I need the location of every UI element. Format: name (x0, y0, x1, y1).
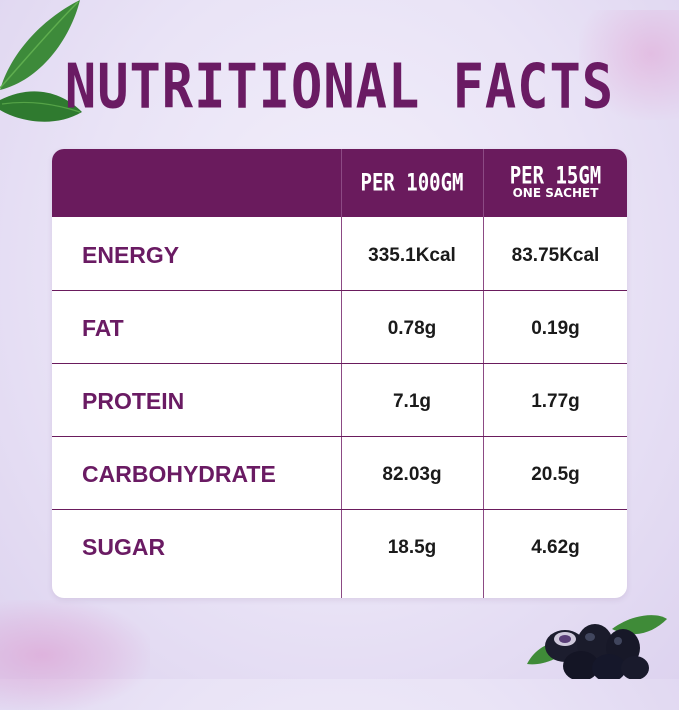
cell-fat-per-15gm: 0.19g (531, 317, 580, 339)
cell-carbohydrate-per-100gm: 82.03g (382, 463, 442, 485)
cell-protein-per-100gm: 7.1g (392, 390, 432, 412)
column-header-label: PER 100GM (360, 169, 464, 197)
row-label-fat: FAT (82, 315, 124, 341)
row-divider (52, 363, 627, 364)
cell-carbohydrate-per-15gm: 20.5g (531, 463, 580, 485)
cell-sugar-per-15gm: 4.62g (531, 536, 580, 558)
row-divider (52, 290, 627, 291)
page-title: NUTRITIONAL FACTS (64, 52, 615, 123)
table-header-row (52, 149, 627, 217)
pink-powder-splash-left (0, 600, 150, 710)
pink-powder-splash-right (579, 10, 679, 120)
jamun-berries-icon (527, 615, 667, 679)
column-header-per-15gm: PER 15GM ONE SACHET (484, 149, 627, 217)
column-divider (483, 149, 484, 598)
column-divider (341, 149, 342, 598)
column-header-sublabel: ONE SACHET (512, 186, 599, 200)
row-divider (52, 509, 627, 510)
cell-protein-per-15gm: 1.77g (531, 390, 580, 412)
cell-energy-per-100gm: 335.1Kcal (368, 244, 456, 266)
row-label-protein: PROTEIN (82, 388, 185, 414)
row-label-carbohydrate: CARBOHYDRATE (82, 461, 276, 487)
row-label-sugar: SUGAR (82, 534, 166, 560)
column-header-per-100gm: PER 100GM (341, 149, 483, 217)
leaf-icon (0, 0, 82, 122)
cell-energy-per-15gm: 83.75Kcal (511, 244, 600, 266)
column-header-label: PER 15GM (509, 162, 602, 190)
row-divider (52, 436, 627, 437)
row-label-energy: ENERGY (82, 242, 180, 268)
nutrition-table: PER 100GM PER 15GM ONE SACHET ENERGY 335… (52, 149, 627, 598)
cell-fat-per-100gm: 0.78g (387, 317, 437, 339)
cell-sugar-per-100gm: 18.5g (387, 536, 437, 558)
